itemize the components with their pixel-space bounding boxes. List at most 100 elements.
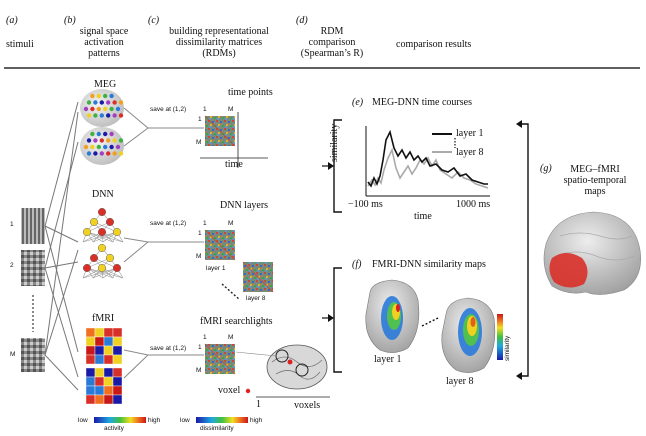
meg-sensor-dot	[103, 131, 108, 137]
meg-sensor-dot	[90, 144, 95, 150]
meg-fmri-brain	[543, 211, 641, 295]
fmri-voxel	[94, 354, 105, 365]
meg-sensor-dot	[106, 100, 111, 105]
panel-e-letter: (e)	[352, 97, 364, 108]
meg-sensor-dot	[106, 138, 111, 143]
activity-low: low	[78, 417, 88, 424]
fmri-voxel	[85, 394, 96, 405]
dissimilarity-label: dissimilarity	[200, 425, 234, 432]
meg-sensor-dot	[90, 93, 95, 99]
meg-sensor-dot	[86, 100, 92, 105]
fmri-dnn-brain-layer1	[365, 279, 420, 353]
col-a-letter: (a)	[6, 15, 18, 26]
meg-head-2	[80, 127, 124, 165]
fmri-voxel	[112, 327, 123, 338]
fmri-voxel	[94, 345, 105, 356]
fmri-voxel	[94, 385, 105, 396]
meg-sensor-dot	[112, 113, 117, 118]
layer-1-curve	[367, 129, 488, 188]
dnn-node	[89, 217, 99, 227]
dnn-rdm-layer1-label: layer 1	[206, 265, 226, 272]
meg-sensor-dot	[93, 113, 98, 118]
meg-sensor-dot	[112, 138, 117, 143]
meg-sensor-dot	[96, 144, 102, 150]
meg-sensor-dot	[118, 151, 124, 156]
voxel-marker	[245, 388, 251, 394]
meg-sensor-dot	[112, 100, 117, 105]
panel-g-title: MEG–fMRI spatio-temporal maps	[563, 164, 627, 197]
panel-f-layer1: layer 1	[374, 354, 402, 365]
meg-sensor-dot	[118, 100, 124, 105]
fmri-rdm-colM: M	[228, 334, 234, 341]
meg-sensor-dot	[90, 131, 95, 137]
meg-sensor-dot	[112, 151, 117, 156]
panel-e-plot	[365, 126, 490, 197]
meg-sensor-dot	[99, 138, 105, 143]
meg-sensors-2	[83, 131, 124, 156]
panel-e-xmin: −100 ms	[348, 199, 383, 210]
col-c-title: building representational dissimilarity …	[169, 26, 269, 59]
panel-g-letter: (g)	[540, 163, 552, 174]
legend-layer-1: layer 1	[456, 128, 484, 139]
similarity-colorbar	[497, 314, 503, 360]
col-b-title: signal space activation patterns	[79, 26, 129, 59]
meg-sensor-dot	[96, 93, 102, 99]
stimulus-2-image	[21, 250, 45, 286]
legend-layer-8: layer 8	[456, 147, 484, 158]
fmri-rdm-row1: 1	[198, 344, 202, 351]
meg-sensor-dot	[109, 93, 114, 99]
meg-rdm-col1: 1	[203, 106, 207, 113]
searchlight-brain	[235, 344, 328, 390]
dnn-rdm-rowM: M	[196, 253, 202, 260]
meg-sensor-dot	[99, 100, 105, 105]
meg-rdm-row1: 1	[198, 116, 202, 123]
dnn-node	[97, 263, 107, 273]
fmri-voxel	[85, 336, 96, 347]
dnn-rdm-ellipsis	[221, 283, 241, 301]
time-axis-label: time	[225, 159, 243, 170]
activity-high: high	[148, 417, 161, 424]
meg-sensor-dot	[93, 138, 98, 143]
meg-sensor-dot	[90, 106, 95, 112]
fmri-voxel	[85, 354, 96, 365]
meg-sensor-dot	[115, 106, 121, 112]
voxels-axis-start: 1	[256, 399, 261, 410]
panel-e-title: MEG-DNN time courses	[372, 97, 472, 108]
fmri-pattern-1	[85, 327, 123, 365]
meg-sensor-dot	[118, 113, 124, 118]
stimulus-1-image	[21, 208, 45, 244]
dissimilarity-high: high	[250, 417, 263, 424]
fmri-voxel	[85, 376, 96, 387]
fmri-searchlights-title: fMRI searchlights	[200, 316, 273, 327]
meg-sensor-dot	[96, 106, 102, 112]
fmri-voxel	[112, 336, 123, 347]
fmri-voxel	[103, 385, 114, 396]
fmri-voxel	[112, 376, 123, 387]
panel-f-title: FMRI-DNN similarity maps	[372, 259, 486, 270]
stimulus-2-label: 2	[10, 262, 14, 269]
meg-save-label: save at (1,2)	[150, 106, 187, 113]
dnn-node	[97, 243, 107, 253]
activity-colorbar	[94, 417, 146, 423]
col-c-letter: (c)	[148, 15, 160, 26]
meg-sensor-dot	[86, 138, 92, 143]
meg-sensor-dot	[86, 151, 92, 156]
meg-sensor-dot	[103, 106, 108, 112]
meg-sensor-dot	[106, 151, 111, 156]
meg-sensor-dot	[103, 144, 108, 150]
panel-f-cbar-label: similarity	[504, 335, 511, 361]
fmri-voxel	[112, 385, 123, 396]
dnn-node	[89, 253, 99, 263]
time-points-title: time points	[228, 87, 273, 98]
meg-sensor-dot	[109, 106, 114, 112]
fmri-rdm-col1: 1	[203, 334, 207, 341]
dnn-node	[112, 263, 122, 273]
meg-sensor-dot	[93, 151, 98, 156]
dnn-node	[105, 253, 115, 263]
fmri-voxel	[94, 367, 105, 378]
dnn-network-1	[82, 207, 124, 243]
modality-to-rdm-connectors	[123, 107, 204, 379]
dnn-node	[82, 263, 92, 273]
bracket-g	[518, 123, 529, 377]
